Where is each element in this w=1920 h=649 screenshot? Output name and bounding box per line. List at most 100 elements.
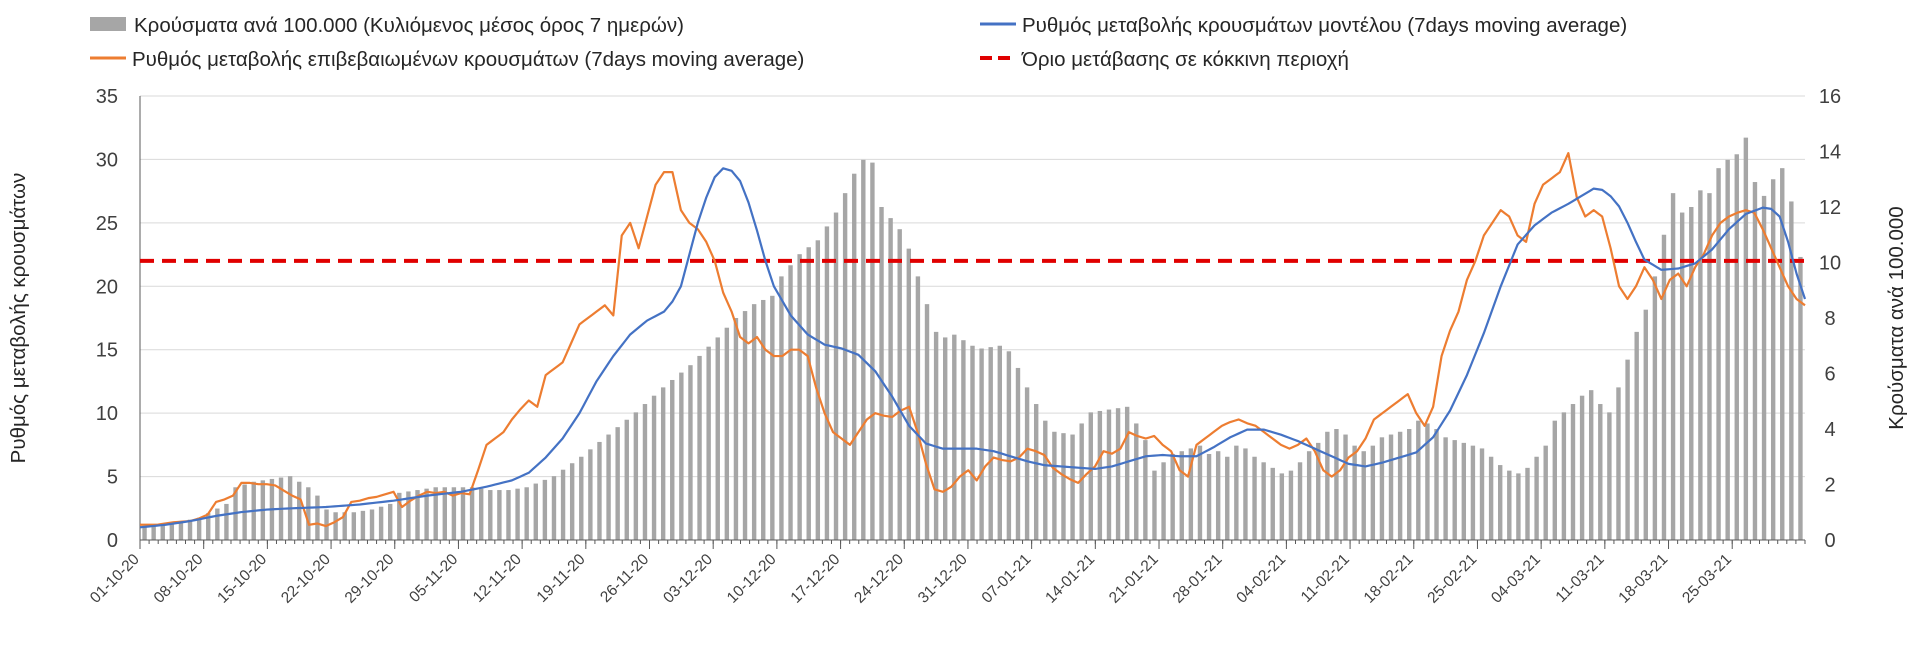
bar [888,218,893,540]
bar [979,348,984,540]
bar [1170,453,1175,540]
bar [1443,437,1448,540]
bar [842,193,848,541]
bar [1607,412,1612,540]
bar [1024,387,1030,541]
right-axis-tick-label: 4 [1824,419,1835,441]
bar [196,517,202,540]
bar [1579,395,1585,540]
bar [1152,470,1157,541]
left-axis-tick-label: 5 [107,467,118,489]
bar [642,404,648,540]
bar [770,295,775,540]
bar [970,345,975,540]
bar [1352,445,1357,540]
left-axis-title: Ρυθμός μεταβολής κρουσμάτων [7,173,30,464]
bar [378,506,384,540]
bar [515,488,520,540]
bar [424,488,429,540]
bar [624,419,629,540]
bar [1179,451,1184,540]
right-axis-tick-label: 14 [1819,142,1841,164]
bar [569,463,575,540]
bar [1288,470,1294,541]
bar [870,162,875,540]
bar [351,512,357,540]
bar [1033,404,1039,540]
bar [1670,193,1676,541]
bar [160,524,165,540]
bar [1206,453,1212,540]
bar [1488,456,1494,540]
bar [524,487,529,540]
bar [879,207,884,540]
bar [1698,190,1703,540]
bar [952,334,957,540]
bar [597,441,602,540]
bar [797,254,802,541]
bar [1343,434,1348,540]
bar [1679,212,1685,541]
bar [497,490,502,540]
bar [1598,404,1603,540]
bar [533,483,538,540]
bar [388,503,393,540]
bar [1143,440,1148,540]
bar [1015,367,1021,540]
bar [1316,442,1321,541]
bar [442,487,447,540]
bar [852,173,857,540]
bar [1215,451,1221,540]
bar [715,337,720,540]
bar [1388,434,1394,540]
bar [1252,456,1257,540]
bar [1543,445,1548,540]
bar [751,304,757,541]
bar [1225,456,1230,540]
left-axis-tick-label: 15 [96,340,118,362]
bar [670,379,675,540]
bar [1452,440,1457,540]
bar [1470,445,1476,540]
bar [542,479,548,541]
bar [633,412,639,540]
right-axis-tick-label: 0 [1824,530,1835,552]
bar [579,456,584,540]
bar [1498,465,1503,540]
bar [551,476,557,540]
left-axis-ticks: 0 5 10 15 20 25 30 35 [96,86,118,552]
right-axis-ticks: 0 2 4 6 8 10 12 14 16 [1819,86,1841,552]
bar [1780,168,1785,540]
bar [660,387,666,541]
bar [615,427,620,540]
bar [1407,429,1412,540]
bar [1197,445,1203,540]
bar [824,226,830,541]
bar [1461,442,1467,541]
bar [1434,429,1439,540]
bar [961,340,966,540]
legend-swatch-bars [90,17,126,31]
bar [560,469,566,540]
bar [1134,423,1139,540]
bar [1325,431,1330,540]
bar [1770,179,1776,540]
bar [1070,434,1075,540]
bar [1798,256,1803,540]
bar [1234,445,1239,540]
bar [206,513,211,540]
bar [1561,412,1567,540]
bar [1507,470,1512,541]
bar [187,519,193,540]
bar [1361,451,1366,540]
bar [1789,201,1794,540]
right-axis-tick-label: 16 [1819,86,1841,108]
bar [1370,445,1376,540]
bar [1279,473,1285,540]
bar [1634,331,1639,541]
bar [806,247,811,541]
left-axis-tick-label: 30 [96,149,118,171]
bar [297,481,302,540]
bar [1416,420,1421,540]
